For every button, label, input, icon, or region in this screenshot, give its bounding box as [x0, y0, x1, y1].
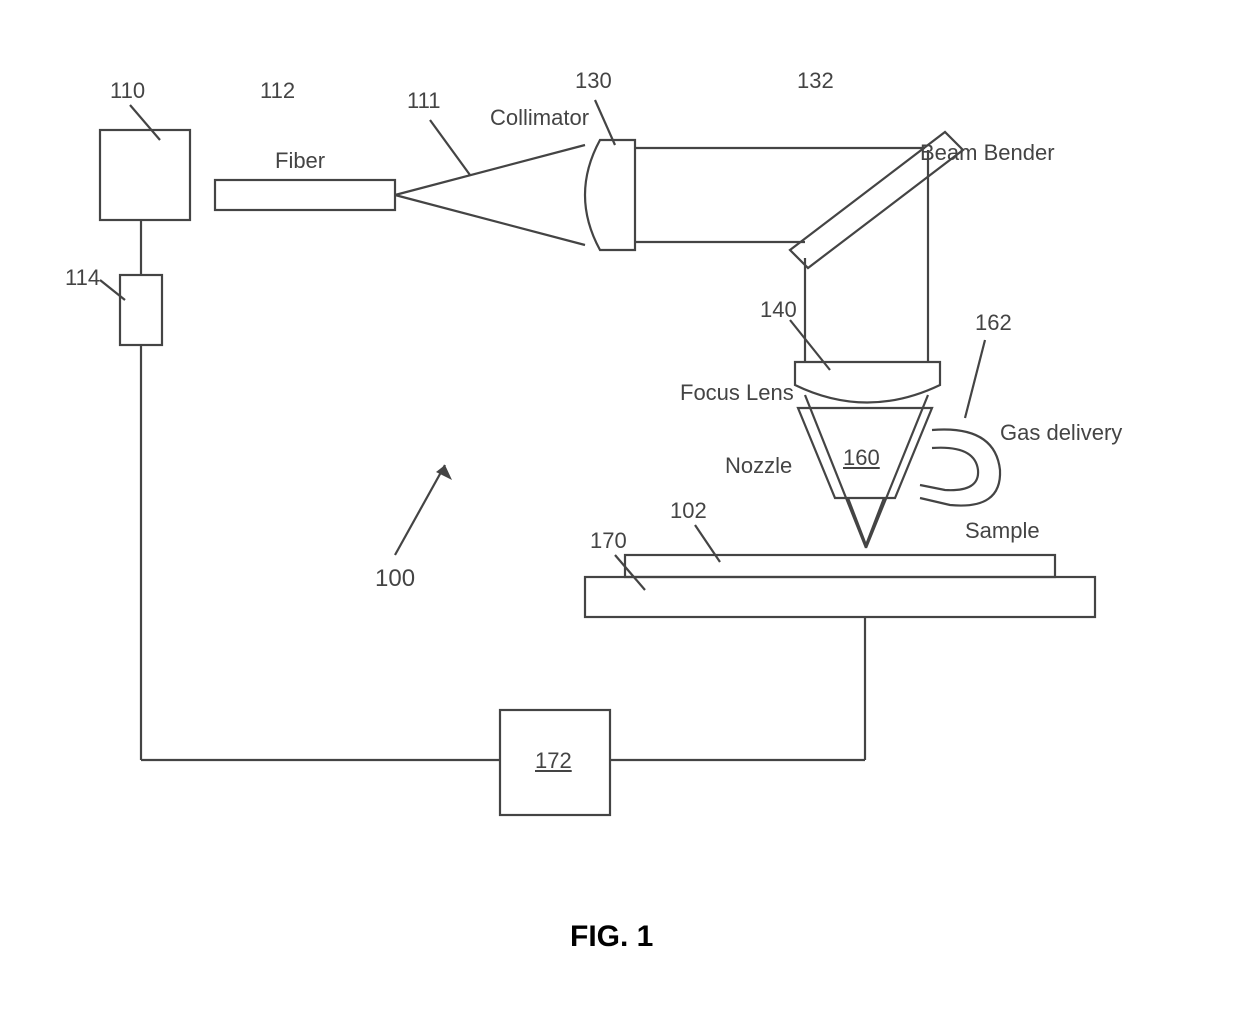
nozzle-label: Nozzle	[725, 453, 792, 479]
ref-160: 160	[843, 445, 880, 471]
beam-bender-label: Beam Bender	[920, 140, 1055, 166]
ref-102: 102	[670, 498, 707, 524]
ref-114: 114	[65, 265, 100, 291]
sample-label: Sample	[965, 518, 1040, 544]
collimator-lens	[585, 140, 635, 250]
gas-delivery-label: Gas delivery	[1000, 420, 1122, 446]
fiber-rect	[215, 180, 395, 210]
focus-lens-label: Focus Lens	[680, 380, 794, 406]
ref-162: 162	[975, 310, 1012, 336]
gas-delivery-tube	[920, 430, 1000, 506]
ref-130: 130	[575, 68, 612, 94]
focus-lens	[795, 362, 940, 403]
ref-140: 140	[760, 297, 797, 323]
stage-rect	[585, 577, 1095, 617]
fiber-label: Fiber	[275, 148, 325, 174]
ref-110: 110	[110, 78, 145, 104]
ref-132: 132	[797, 68, 834, 94]
ref-100: 100	[375, 565, 415, 593]
ref-170: 170	[590, 528, 627, 554]
laser-source-box	[100, 130, 190, 220]
ref-172: 172	[535, 748, 572, 774]
small-box-114	[120, 275, 162, 345]
sample-rect	[625, 555, 1055, 577]
ref-112: 112	[260, 78, 295, 104]
collimator-label: Collimator	[490, 105, 589, 131]
ref-111: 111	[407, 88, 440, 114]
figure-caption: FIG. 1	[570, 920, 653, 954]
